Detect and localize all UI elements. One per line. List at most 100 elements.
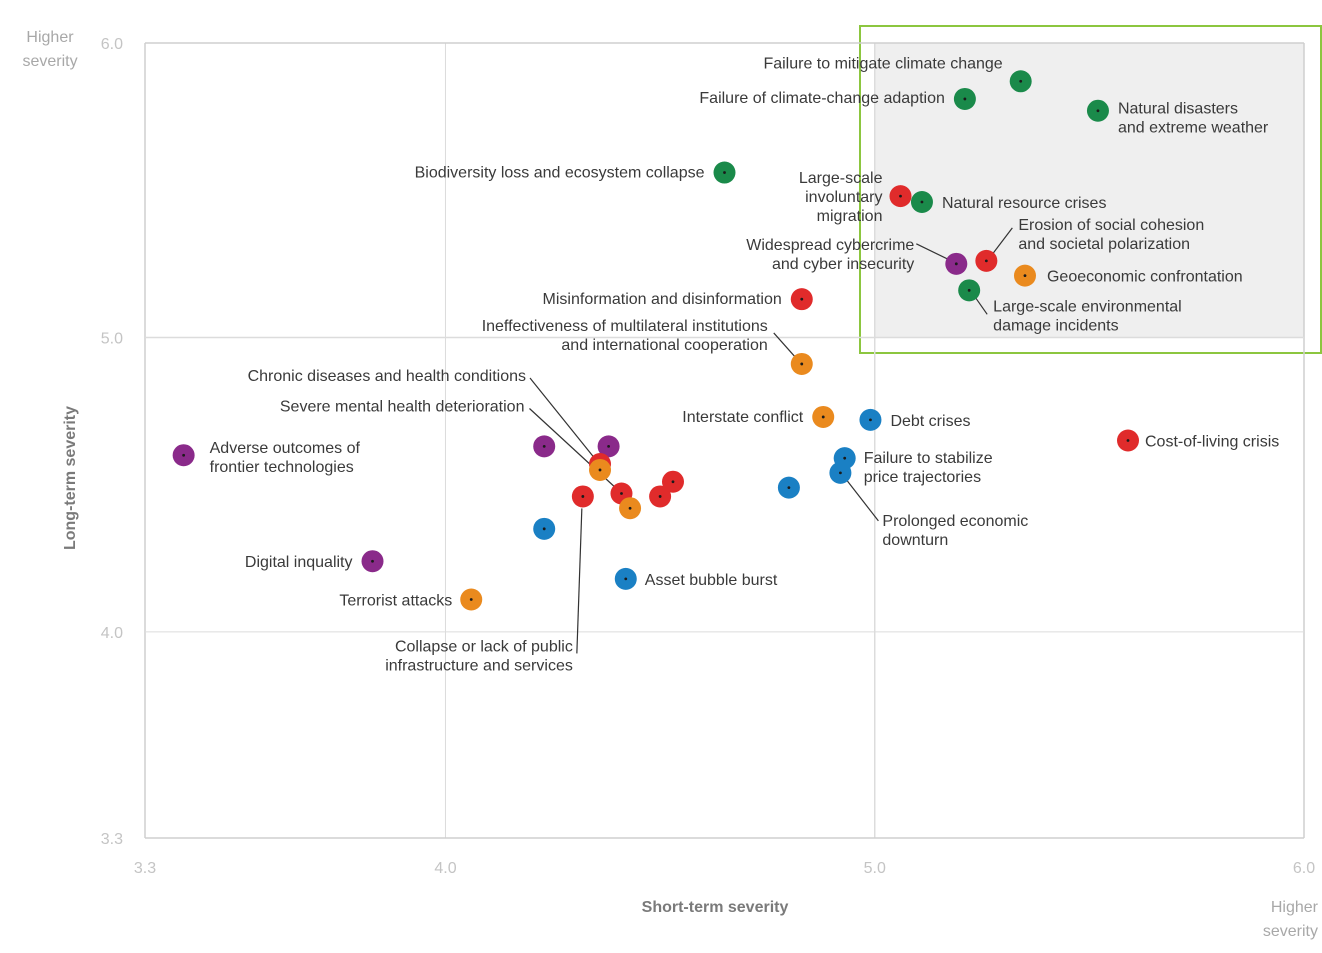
data-point (1009, 70, 1032, 93)
point-label-line: Ineffectiveness of multilateral institut… (482, 318, 768, 335)
point-center-dot (800, 297, 804, 301)
data-point (571, 485, 594, 508)
point-label-line: Digital inquality (245, 554, 353, 571)
point-label-line: frontier technologies (210, 459, 354, 476)
point-layer (172, 70, 1140, 611)
leader-line (576, 508, 583, 654)
data-point (619, 497, 642, 520)
data-point (790, 352, 813, 375)
point-label: Asset bubble burst (645, 572, 778, 589)
y-tick-label: 5.0 (101, 330, 123, 347)
x-axis-title: Short-term severity (642, 899, 789, 916)
point-label-line: involuntary (805, 189, 882, 206)
point-label-line: Interstate conflict (682, 409, 804, 426)
point-center-dot (723, 171, 726, 174)
data-point (1013, 264, 1036, 287)
point-label: Natural disasters and extreme weather (1118, 101, 1269, 137)
point-label-line: Geoeconomic confrontation (1047, 269, 1243, 286)
point-label: Digital inquality (245, 554, 353, 571)
point-label-line: Natural resource crises (942, 195, 1106, 212)
data-point (859, 408, 882, 431)
point-label: Geoeconomic confrontation (1047, 269, 1243, 286)
x-tick-label: 5.0 (864, 860, 886, 877)
point-label-line: Adverse outcomes of (210, 440, 361, 457)
data-point (1086, 99, 1109, 122)
point-label: Natural resource crises (942, 195, 1106, 212)
x-tick-label: 3.3 (134, 860, 156, 877)
data-point (958, 279, 981, 302)
point-label: Interstate conflict (682, 409, 804, 426)
point-center-dot (984, 259, 988, 263)
point-label-line: downturn (882, 532, 948, 549)
point-center-dot (182, 453, 186, 457)
leader-line (989, 227, 1013, 258)
point-label: Erosion of social cohesion and societal p… (1018, 217, 1204, 253)
point-center-dot (1023, 274, 1027, 278)
point-label-line: Asset bubble burst (645, 572, 778, 589)
x-corner-label-line: severity (1263, 923, 1318, 940)
point-label: Chronic diseases and health conditions (248, 368, 526, 385)
point-label-line: and international cooperation (561, 337, 767, 354)
data-point (589, 458, 612, 481)
point-center-dot (542, 444, 546, 448)
data-point (649, 485, 672, 508)
point-center-dot (624, 577, 628, 581)
leader-line (773, 332, 799, 361)
point-label: Severe mental health deterioration (280, 399, 525, 416)
data-point (533, 517, 556, 540)
point-center-dot (598, 468, 602, 472)
point-label: Ineffectiveness of multilateral institut… (482, 318, 768, 354)
point-label-line: Chronic diseases and health conditions (248, 368, 526, 385)
point-label: Adverse outcomes of frontier technologies (210, 440, 361, 476)
point-label-layer: Failure to mitigate climate change Failur… (210, 55, 1280, 674)
point-center-dot (620, 492, 623, 495)
leader-line (529, 377, 597, 461)
data-point (1117, 429, 1140, 452)
data-point (910, 191, 933, 213)
point-center-dot (671, 480, 675, 484)
point-center-dot (967, 288, 971, 292)
data-point (713, 161, 736, 184)
point-center-dot (628, 506, 632, 510)
y-corner-label-line: Higher (26, 29, 74, 46)
point-label-line: Debt crises (890, 413, 970, 430)
point-center-dot (869, 418, 872, 422)
point-label-line: Failure to stabilize (864, 450, 993, 467)
y-axis-title: Long-term severity (62, 406, 79, 550)
point-label-line: Widespread cybercrime (746, 237, 914, 254)
point-label: Biodiversity loss and ecosystem collapse (415, 165, 705, 182)
point-label: Failure to mitigate climate change (763, 55, 1002, 72)
point-label-line: migration (817, 208, 883, 225)
point-center-dot (581, 495, 585, 498)
leader-line (916, 243, 952, 262)
point-label: Failure to stabilize price trajectories (864, 450, 993, 486)
point-center-dot (1126, 439, 1130, 442)
data-point (661, 470, 684, 493)
data-point (790, 288, 813, 311)
point-center-dot (839, 471, 842, 475)
point-label: Misinformation and disinformation (543, 291, 782, 308)
point-label-line: Prolonged economic (882, 513, 1028, 530)
y-corner-label-line: severity (22, 53, 77, 70)
point-center-dot (787, 486, 791, 490)
x-corner-label-line: Higher (1271, 899, 1319, 916)
data-point (777, 476, 800, 499)
point-label-line: Large-scale (799, 170, 883, 187)
highlight-region-border (859, 25, 1322, 354)
point-label-line: Biodiversity loss and ecosystem collapse (415, 165, 705, 182)
point-label-line: Terrorist attacks (339, 593, 452, 610)
point-label-line: and extreme weather (1118, 120, 1269, 137)
data-point (597, 435, 620, 458)
point-label: Large-scale environmental damage incident… (993, 298, 1182, 334)
point-center-dot (371, 559, 374, 563)
point-label: Prolonged economic downturn (882, 513, 1028, 549)
point-label: Widespread cybercrime and cyber insecurit… (746, 237, 914, 273)
data-point (953, 87, 976, 110)
point-label: Collapse or lack of public infrastructure… (385, 638, 573, 674)
point-label-line: price trajectories (864, 469, 981, 486)
data-point (533, 435, 556, 458)
point-center-dot (963, 97, 967, 101)
point-label: Failure of climate-change adaption (699, 90, 944, 107)
point-center-dot (469, 598, 473, 601)
